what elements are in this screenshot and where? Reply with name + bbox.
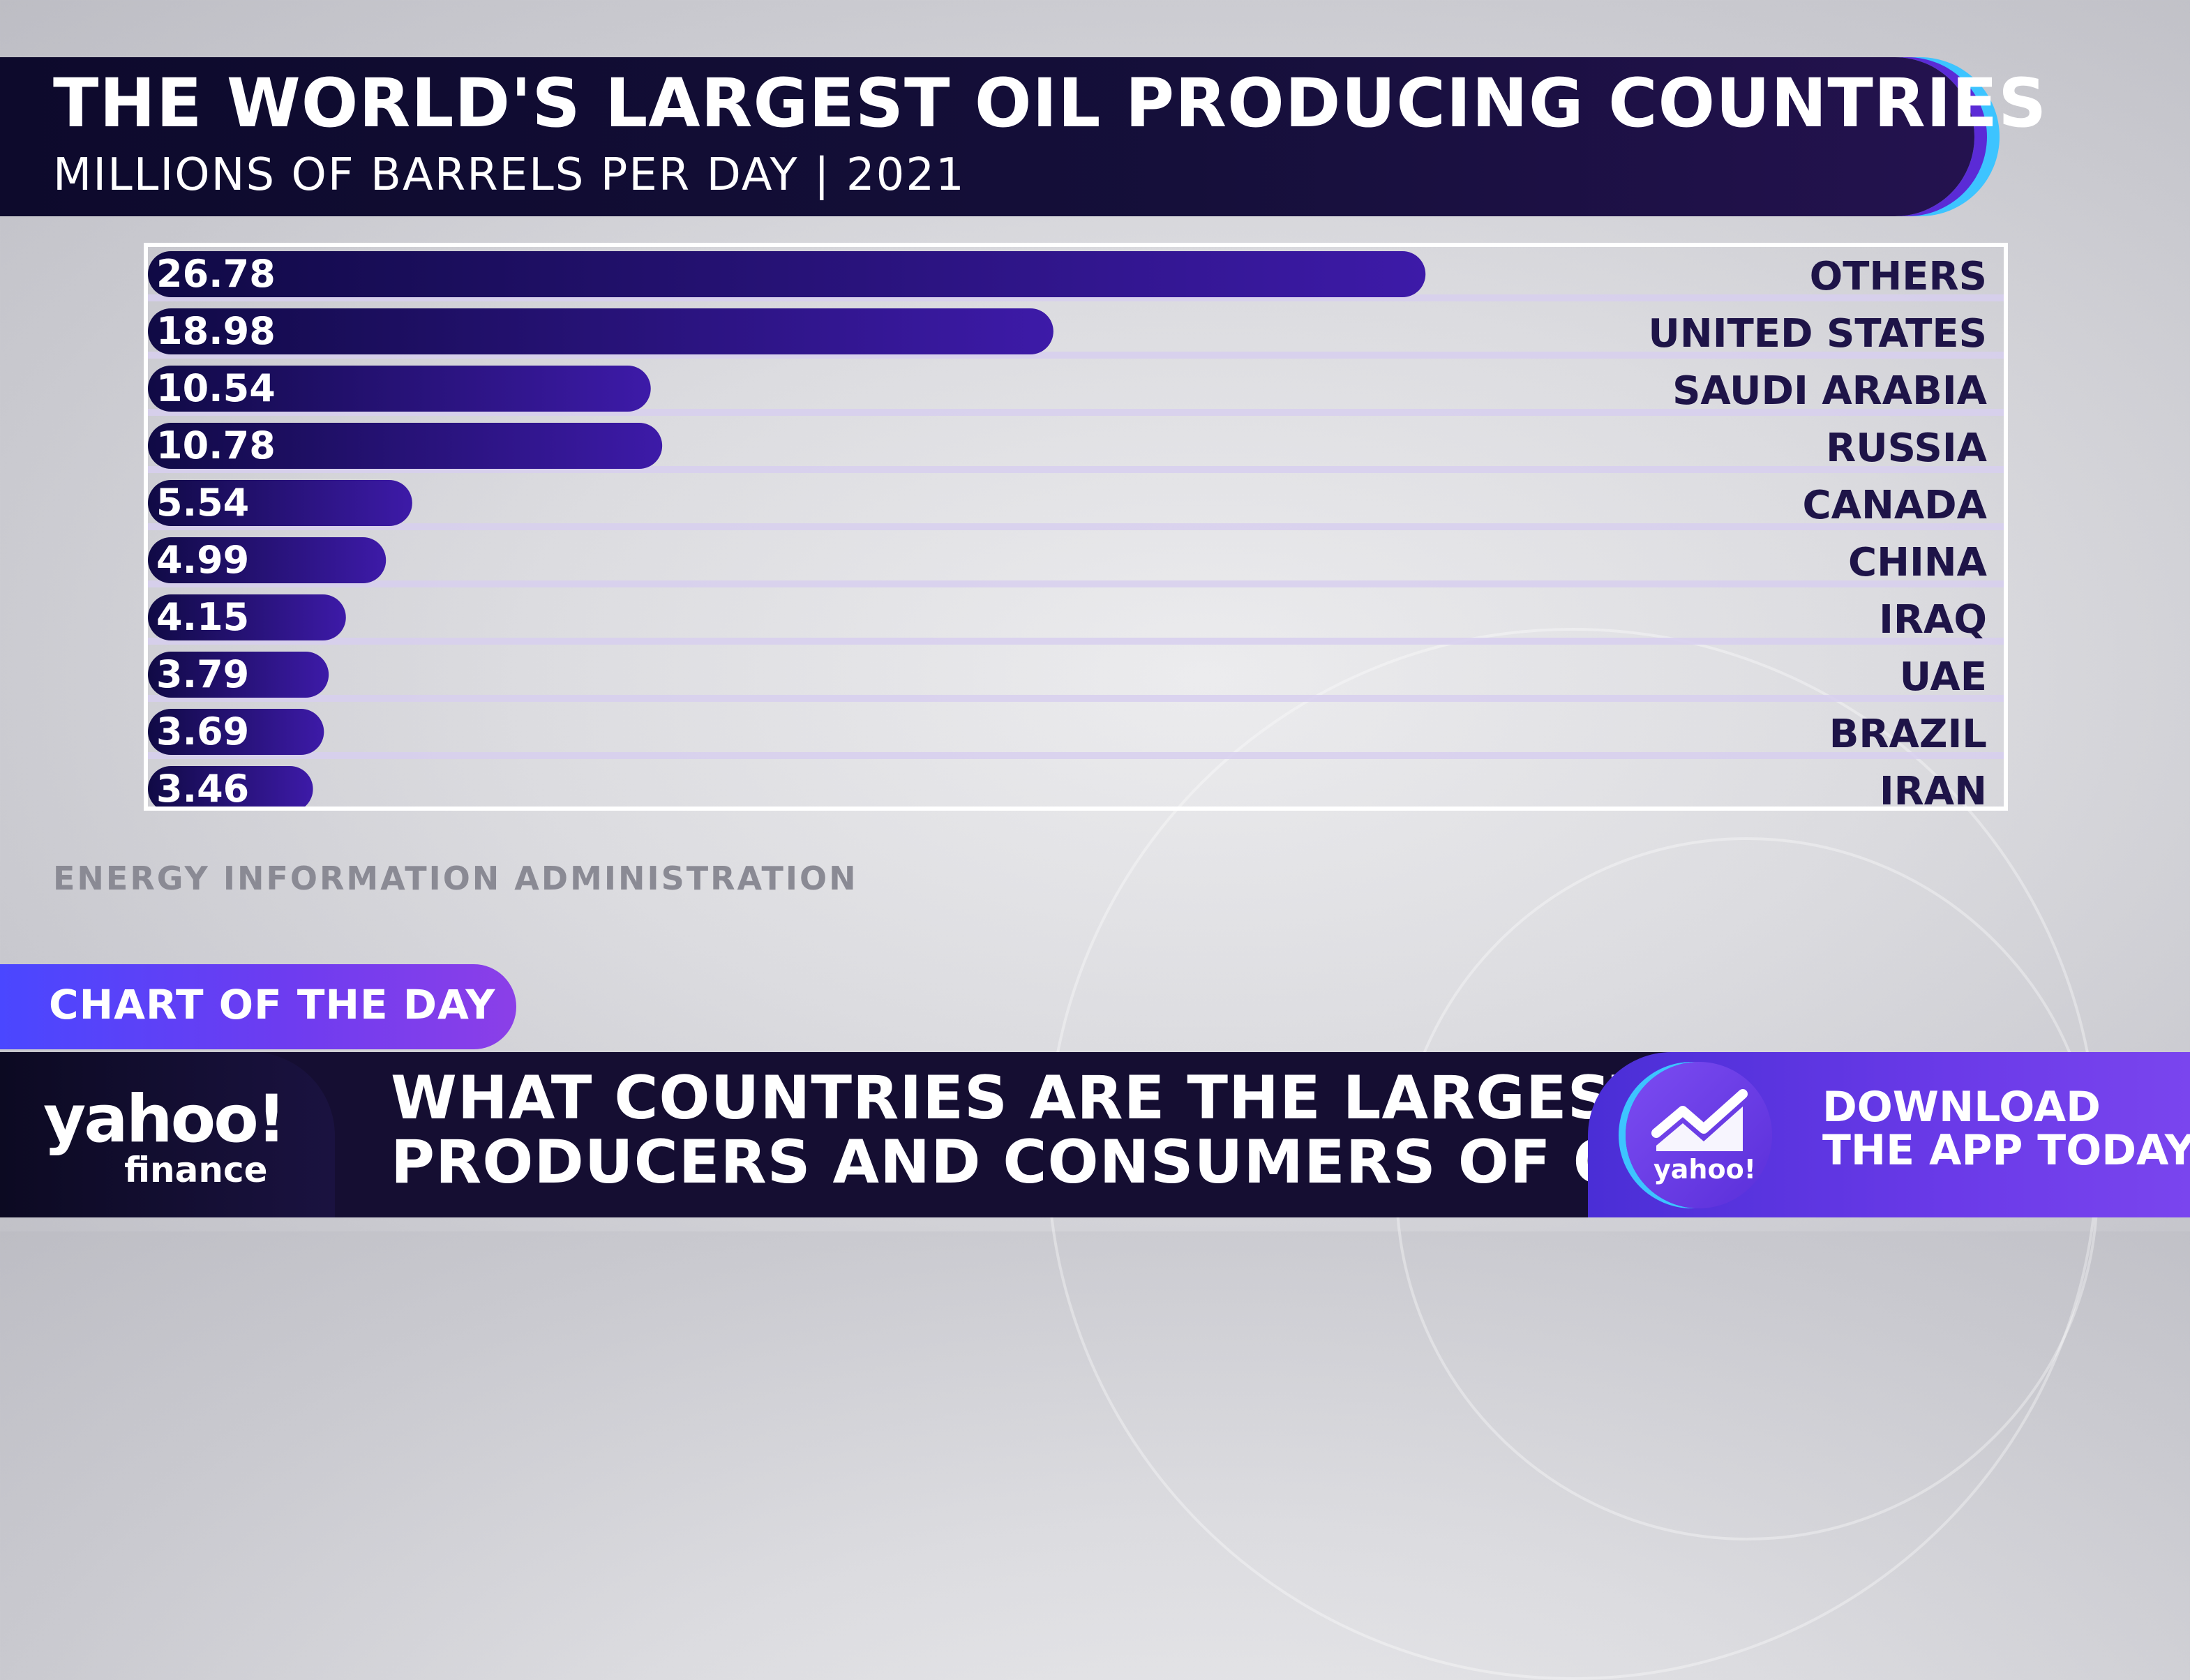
category-label: IRAN xyxy=(1880,769,1987,807)
yahoo-logo: yahoo! xyxy=(43,1081,287,1157)
value-label: 10.78 xyxy=(156,423,276,467)
row-track xyxy=(148,352,2004,359)
bar xyxy=(148,537,387,583)
app-icon-badge[interactable]: yahoo! xyxy=(1626,1062,1772,1208)
value-label: 10.54 xyxy=(156,366,276,410)
bar xyxy=(148,366,651,412)
app-promo[interactable]: yahoo! DOWNLOAD THE APP TODAY xyxy=(1588,1052,2190,1217)
chart-title: THE WORLD'S LARGEST OIL PRODUCING COUNTR… xyxy=(53,64,2048,142)
bar xyxy=(148,652,329,698)
category-label: IRAQ xyxy=(1879,597,1987,643)
bar xyxy=(148,308,1053,354)
value-label: 3.79 xyxy=(156,652,249,696)
cta-line-2: THE APP TODAY xyxy=(1822,1126,2190,1175)
app-yahoo-logo: yahoo! xyxy=(1653,1154,1757,1185)
row-track xyxy=(148,638,2004,645)
lower-third: yahoo! finance WHAT COUNTRIES ARE THE LA… xyxy=(0,1052,2190,1217)
category-label: CHINA xyxy=(1848,540,1988,585)
segment-label: CHART OF THE DAY xyxy=(49,981,496,1028)
segment-badge: CHART OF THE DAY xyxy=(0,964,516,1049)
value-label: 18.98 xyxy=(156,309,276,353)
row-track xyxy=(148,695,2004,702)
source-note: ENERGY INFORMATION ADMINISTRATION xyxy=(53,860,858,897)
headline-line-2: PRODUCERS AND CONSUMERS OF OIL xyxy=(391,1127,1687,1197)
headline: WHAT COUNTRIES ARE THE LARGEST PRODUCERS… xyxy=(391,1066,1687,1194)
bar xyxy=(148,423,663,469)
value-label: 3.69 xyxy=(156,710,249,753)
chart-subtitle: MILLIONS OF BARRELS PER DAY | 2021 xyxy=(53,149,966,201)
bar xyxy=(148,251,1426,297)
value-label: 4.99 xyxy=(156,538,249,582)
value-label: 3.46 xyxy=(156,767,249,807)
value-label: 5.54 xyxy=(156,481,249,525)
bar xyxy=(148,480,412,526)
category-label: SAUDI ARABIA xyxy=(1672,368,1988,414)
category-label: OTHERS xyxy=(1810,254,1987,299)
title-banner xyxy=(0,57,1974,216)
bar xyxy=(148,594,346,640)
bar xyxy=(148,766,313,807)
row-track xyxy=(148,294,2004,301)
category-label: CANADA xyxy=(1803,483,1988,528)
download-cta[interactable]: DOWNLOAD THE APP TODAY xyxy=(1822,1086,2190,1172)
row-track xyxy=(148,752,2004,759)
chart-panel: 26.78 OTHERS 18.98 UNITED STATES 10.54 SAUDI … xyxy=(144,243,2008,811)
finance-logo: finance xyxy=(124,1150,268,1190)
category-label: RUSSIA xyxy=(1826,426,1988,471)
chart-up-icon xyxy=(1651,1089,1748,1151)
category-label: UNITED STATES xyxy=(1648,311,1987,357)
row-track xyxy=(148,580,2004,587)
headline-line-1: WHAT COUNTRIES ARE THE LARGEST xyxy=(391,1063,1653,1133)
brand-panel: yahoo! finance xyxy=(0,1052,335,1217)
value-label: 4.15 xyxy=(156,595,249,639)
bar-chart: 26.78 OTHERS 18.98 UNITED STATES 10.54 SAUDI … xyxy=(148,251,2004,807)
row-track xyxy=(148,409,2004,416)
bar xyxy=(148,709,324,755)
value-label: 26.78 xyxy=(156,252,276,296)
row-track xyxy=(148,523,2004,530)
category-label: UAE xyxy=(1900,654,1987,700)
row-track xyxy=(148,466,2004,473)
category-label: BRAZIL xyxy=(1829,712,1987,757)
cta-line-1: DOWNLOAD xyxy=(1822,1083,2101,1132)
